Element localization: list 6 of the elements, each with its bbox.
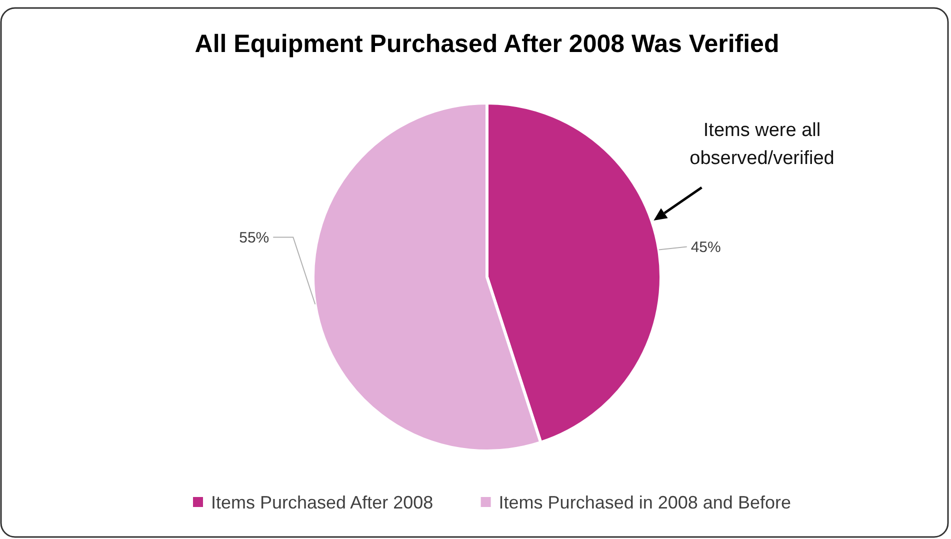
legend-label: Items Purchased in 2008 and Before [498,492,791,512]
chart-title: All Equipment Purchased After 2008 Was Verified [194,30,780,58]
text: Items were all observed/verified [690,120,834,169]
legend-label: Items Purchased After 2008 [211,492,434,512]
data-label: 55% [239,229,270,246]
data-label: 45% [690,239,721,256]
